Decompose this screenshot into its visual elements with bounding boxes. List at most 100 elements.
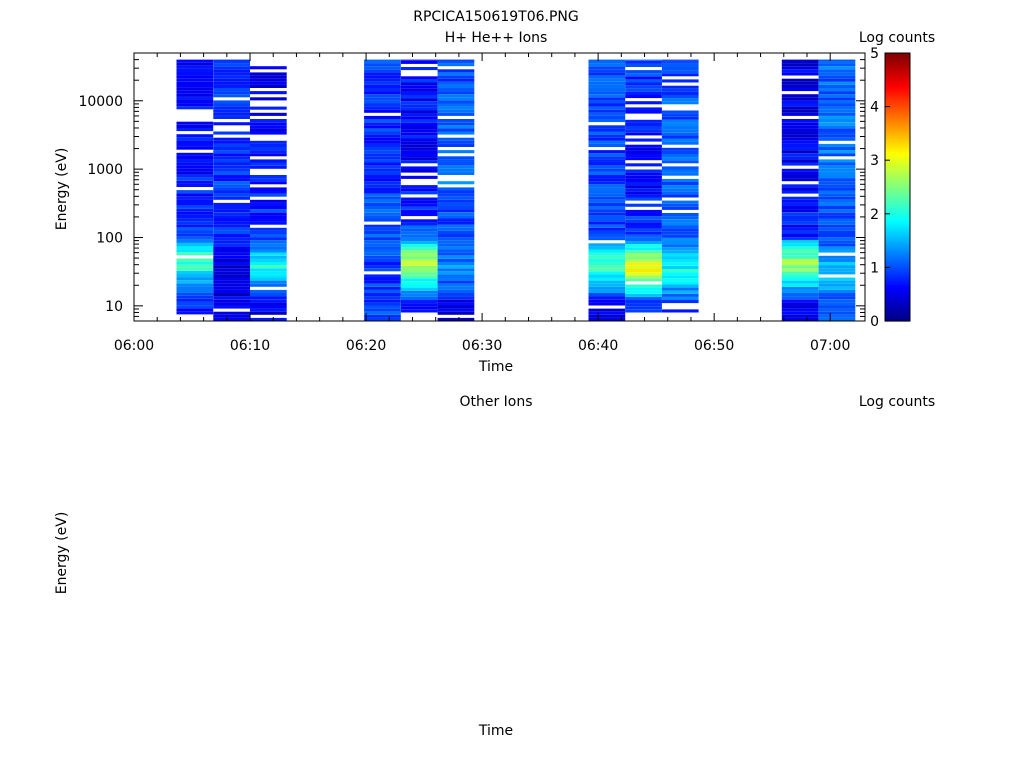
heatmap-cell [400,247,438,251]
heatmap-cell [781,289,819,293]
heatmap-cell [400,296,438,300]
heatmap-cell [588,221,626,225]
heatmap-cell [818,153,856,157]
heatmap-cell [400,101,438,105]
heatmap-cell [250,305,287,309]
y-axis-label: Energy (eV) [54,512,70,595]
colorbar-segment [885,122,910,126]
colorbar-segment [885,157,910,161]
heatmap-cell [437,88,475,92]
heatmap-cell [176,152,214,156]
heatmap-cell [661,147,699,151]
colorbar-segment [885,291,910,295]
heatmap-cell [588,178,626,182]
heatmap-cell [250,293,287,297]
colorbar-segment [885,175,910,179]
heatmap-cell [364,69,401,73]
heatmap-cell [661,250,699,254]
heatmap-cell [364,187,401,191]
heatmap-cell [400,275,438,279]
heatmap-cell [781,314,819,318]
heatmap-cell [437,131,475,135]
colorbar-segment [885,137,910,141]
colorbar-segment [885,169,910,172]
heatmap-cell [437,215,475,219]
heatmap-cell [364,159,401,163]
colorbar-segment [885,144,910,148]
heatmap-cell [437,237,475,241]
heatmap-cell [400,126,438,130]
heatmap-cell [400,113,438,117]
heatmap-cell [818,296,856,300]
heatmap-cell [176,301,214,305]
heatmap-cell [176,137,214,141]
heatmap-cell [588,159,626,163]
heatmap-cell [437,137,475,141]
heatmap-cell [250,131,287,135]
heatmap-cell [213,156,250,160]
heatmap-cell [400,147,438,151]
heatmap-cell [176,246,214,250]
heatmap-cell [437,299,475,303]
heatmap-cell [588,171,626,175]
heatmap-cell [176,190,214,194]
heatmap-cell [588,209,626,213]
heatmap-cell [364,115,401,119]
colorbar-segment [885,303,910,306]
heatmap-cell [818,311,856,315]
heatmap-cell [400,185,438,189]
heatmap-cell [250,125,287,129]
heatmap-cell [625,76,662,80]
heatmap-cell [781,283,819,287]
heatmap-cell [250,212,287,216]
heatmap-cell [625,203,662,207]
colorbar-segment [885,149,910,152]
heatmap-cell [818,262,856,266]
heatmap-cell [437,143,475,147]
heatmap-cell [213,187,250,191]
colorbar-segment [885,53,910,56]
heatmap-cell [400,95,438,99]
heatmap-cell [781,293,819,297]
heatmap-cell [250,162,287,166]
heatmap-cell [364,81,401,85]
colorbar-segment [885,287,910,291]
heatmap-cell [213,296,250,300]
heatmap-cell [661,216,699,220]
heatmap-cell [437,128,475,132]
heatmap-cell [818,317,856,321]
heatmap-cell [588,150,626,154]
colorbar-segment [885,95,910,99]
heatmap-cell [364,162,401,166]
heatmap-cell [818,206,856,210]
heatmap-cell [250,143,287,147]
heatmap-cell [588,187,626,191]
heatmap-cell [364,308,401,312]
heatmap-cell [213,240,250,244]
heatmap-cell [588,112,626,116]
heatmap-cell [588,317,626,321]
heatmap-cell [625,225,662,229]
heatmap-cell [250,193,287,197]
heatmap-cell [661,256,699,260]
heatmap-cell [588,81,626,85]
heatmap-cell [213,212,250,216]
heatmap-cell [176,258,214,262]
heatmap-cell [400,119,438,123]
heatmap-cell [400,200,438,204]
heatmap-cell [364,72,401,76]
heatmap-cell [781,212,819,216]
heatmap-cell [400,175,438,179]
heatmap-cell [176,81,214,85]
heatmap-cell [781,249,819,253]
colorbar-segment [885,231,910,235]
heatmap-cell [818,69,856,73]
heatmap-cell [625,91,662,95]
colorbar-segment [885,202,910,206]
heatmap-cell [661,278,699,282]
heatmap-cell [661,206,699,210]
heatmap-cell [437,162,475,166]
colorbar-segment [885,195,910,199]
heatmap-cell [437,302,475,306]
colorbar-segment [885,224,910,228]
